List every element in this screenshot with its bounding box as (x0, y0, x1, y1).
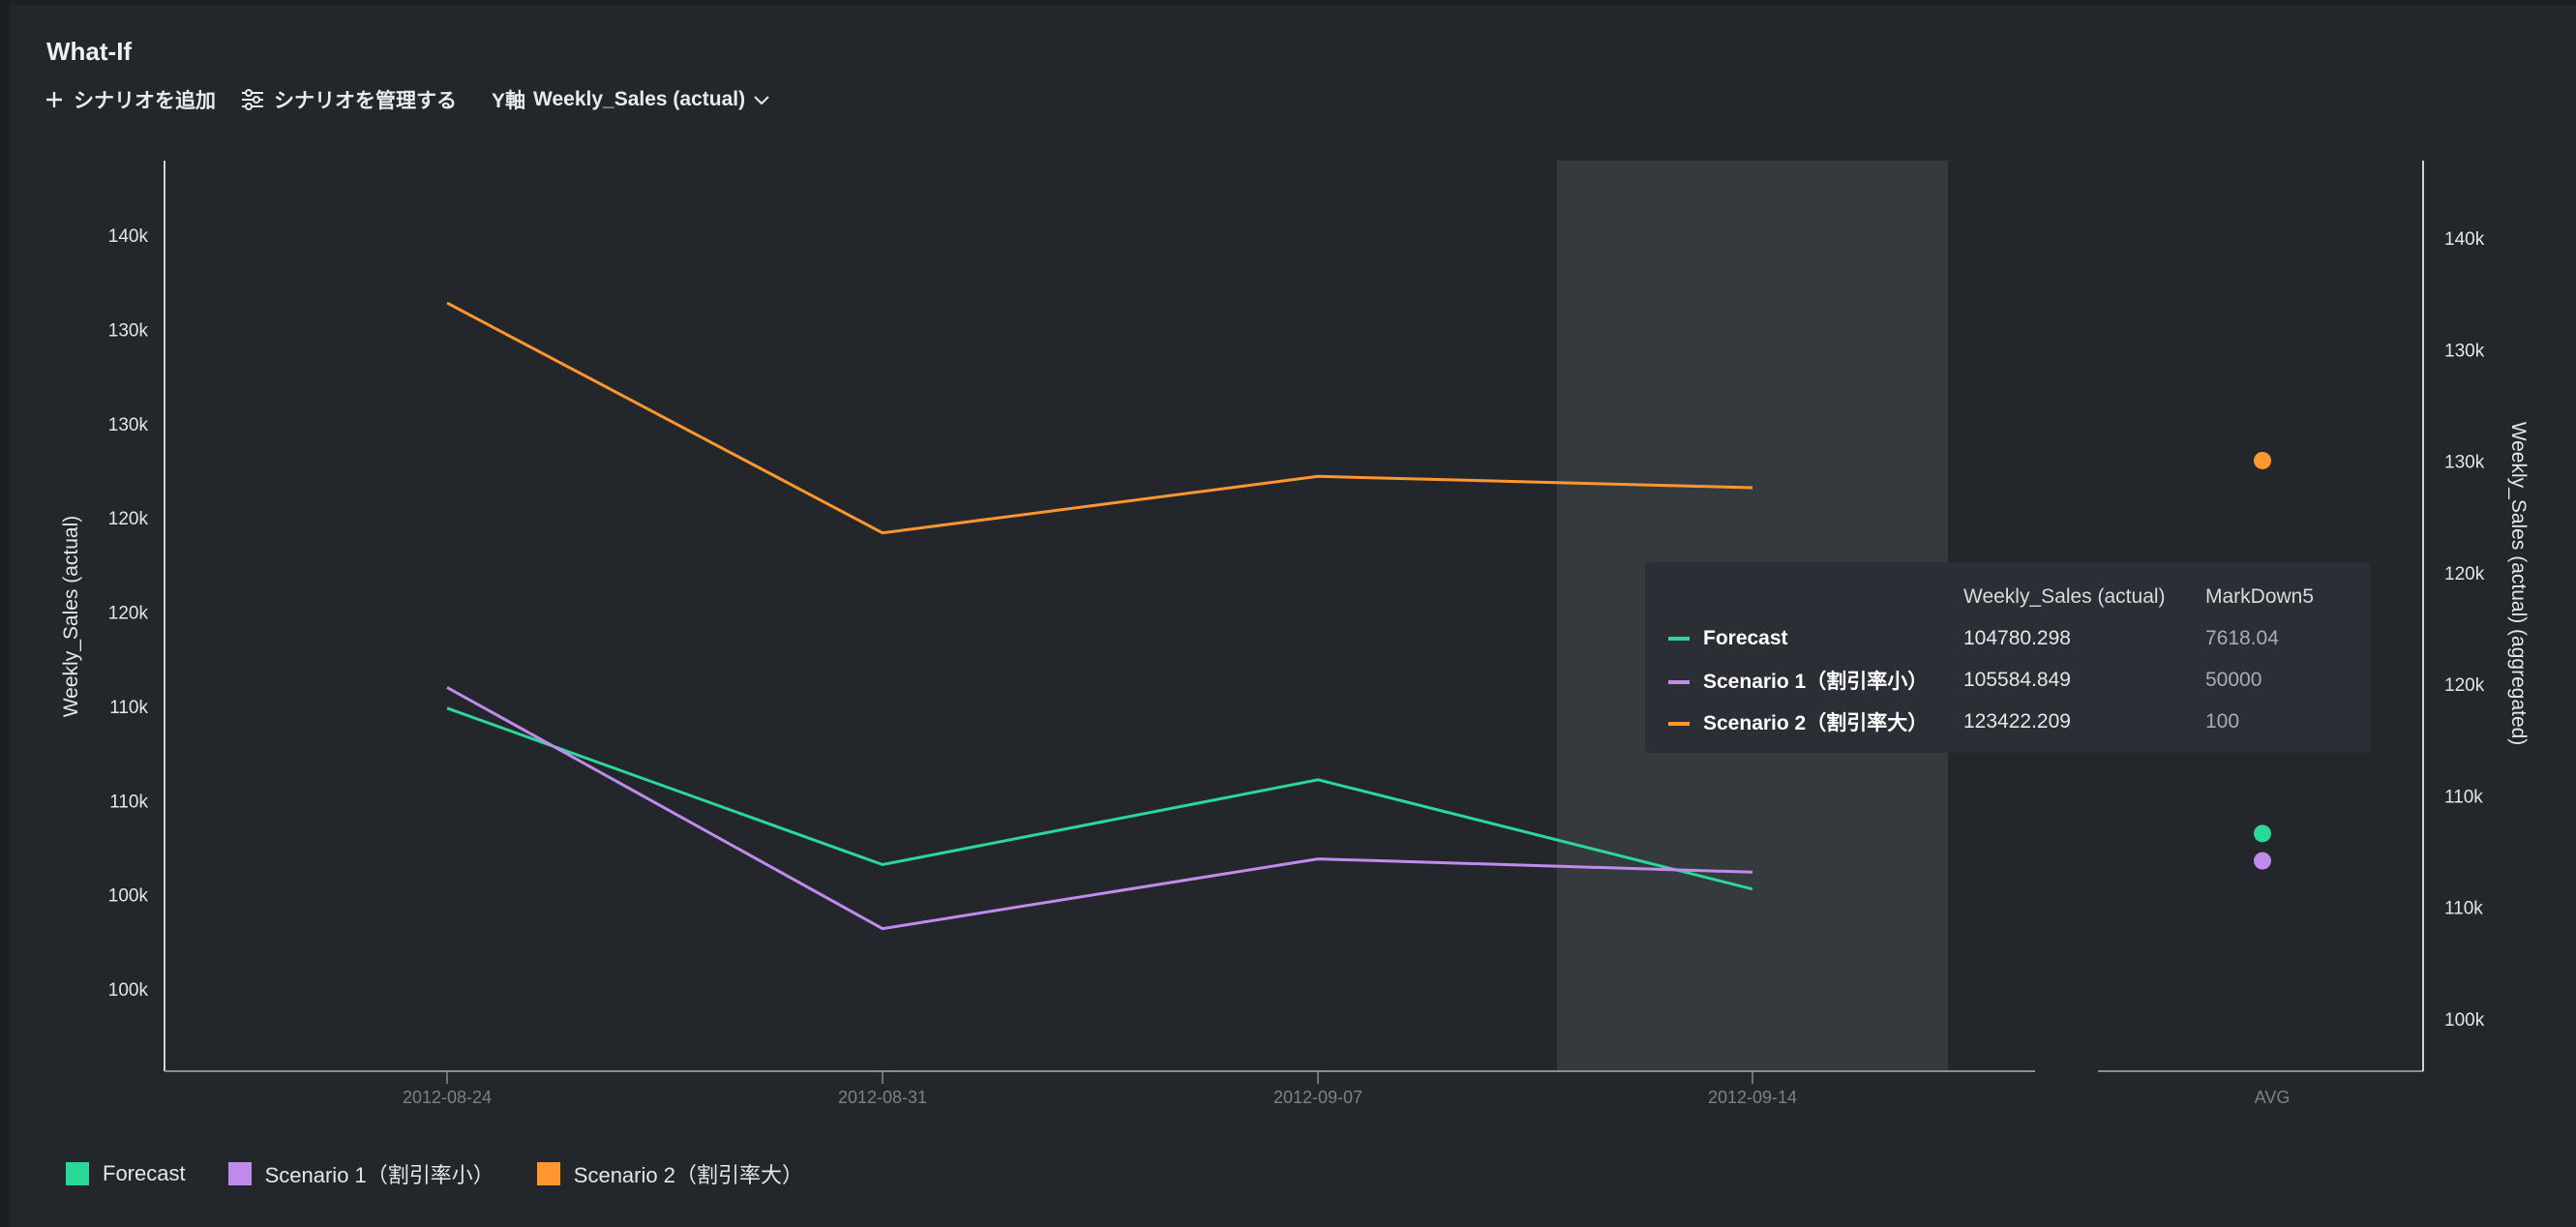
tooltip-series-name: Forecast (1703, 626, 1788, 649)
left-y-tick-label: 100k (108, 886, 149, 907)
legend-item-forecast[interactable]: Forecast (66, 1161, 186, 1186)
legend-swatch (227, 1162, 252, 1185)
tooltip-table: Weekly_Sales (actual) MarkDown5 Forecast… (1668, 576, 2314, 742)
left-y-tick-label: 140k (108, 226, 149, 247)
left-y-tick-label: 120k (108, 509, 149, 529)
x-tick-label: 2012-09-14 (1708, 1088, 1797, 1107)
left-y-tick-label: 110k (109, 698, 148, 718)
legend-label: Scenario 2（割引率大） (573, 1163, 803, 1187)
left-y-tick-label: 120k (108, 604, 149, 624)
tooltip-weekly-sales: 105584.849 (1963, 668, 2071, 691)
legend-label: Forecast (103, 1161, 186, 1185)
legend-item-scenario2[interactable]: Scenario 2（割引率大） (536, 1158, 803, 1189)
y-axis-value: Weekly_Sales (actual) (533, 88, 746, 110)
avg-point-scenario1[interactable] (2254, 852, 2271, 870)
right-y-tick-label: 100k (2444, 1010, 2485, 1031)
toolbar: シナリオを追加 シナリオを管理する Y軸 Weekly_Sales (actua… (45, 85, 770, 114)
tooltip-col-markdown5: MarkDown5 (2205, 584, 2315, 608)
add-scenario-button[interactable]: シナリオを追加 (45, 85, 216, 114)
left-y-axis-title: Weekly_Sales (actual) (60, 516, 82, 718)
scenario2-swatch (1668, 721, 1690, 726)
y-axis-select[interactable]: Y軸 Weekly_Sales (actual) (492, 85, 770, 114)
tooltip-weekly-sales: 104780.298 (1963, 626, 2071, 649)
right-y-tick-label: 140k (2444, 229, 2485, 250)
tooltip-row: Scenario 2（割引率大） 123422.209 100 (1668, 701, 2314, 742)
scenario1-swatch (1668, 679, 1690, 684)
chart-legend: Forecast Scenario 1（割引率小） Scenario 2（割引率… (66, 1158, 803, 1189)
tooltip-header-row: Weekly_Sales (actual) MarkDown5 (1668, 576, 2314, 617)
x-tick-label: 2012-08-31 (838, 1088, 927, 1107)
tooltip-series-name: Scenario 1（割引率小） (1703, 670, 1929, 693)
series-line-scenario2[interactable] (446, 301, 1753, 535)
legend-label: Scenario 1（割引率小） (264, 1163, 494, 1187)
tooltip-markdown5: 100 (2205, 709, 2240, 733)
left-y-tick-label: 110k (109, 792, 148, 812)
manage-scenarios-label: シナリオを管理する (274, 90, 457, 112)
left-y-tick-label: 130k (108, 320, 149, 341)
add-scenario-label: シナリオを追加 (74, 90, 216, 112)
left-y-tick-label: 130k (108, 415, 149, 435)
x-tick-label: 2012-09-07 (1273, 1088, 1363, 1107)
chevron-down-icon (754, 96, 769, 105)
avg-point-scenario2[interactable] (2254, 451, 2271, 469)
legend-item-scenario1[interactable]: Scenario 1（割引率小） (227, 1158, 494, 1189)
plus-icon (46, 92, 62, 107)
manage-scenarios-button[interactable]: シナリオを管理する (241, 85, 457, 114)
left-y-tick-label: 100k (108, 980, 149, 1001)
panel-title: What-If (46, 37, 133, 66)
right-y-tick-label: 110k (2444, 899, 2483, 919)
series-line-scenario1[interactable] (446, 686, 1753, 931)
series-line-forecast[interactable] (446, 706, 1753, 891)
right-y-tick-label: 130k (2444, 453, 2485, 473)
right-y-tick-label: 120k (2444, 564, 2485, 584)
right-y-axis-title: Weekly_Sales (actual) (aggregated) (2507, 422, 2530, 746)
x-tick-label-avg: AVG (2255, 1088, 2291, 1107)
avg-point-forecast[interactable] (2254, 824, 2271, 843)
forecast-swatch (1668, 636, 1690, 641)
legend-swatch (536, 1162, 560, 1185)
tooltip-col-weekly-sales: Weekly_Sales (actual) (1963, 584, 2166, 608)
tooltip-row: Forecast 104780.298 7618.04 (1668, 617, 2314, 659)
hover-tooltip: Weekly_Sales (actual) MarkDown5 Forecast… (1645, 562, 2371, 753)
right-y-tick-label: 110k (2444, 787, 2483, 807)
x-tick-label: 2012-08-24 (403, 1088, 492, 1107)
right-y-tick-label: 130k (2444, 341, 2485, 361)
tooltip-markdown5: 50000 (2205, 668, 2262, 691)
tooltip-markdown5: 7618.04 (2205, 626, 2279, 649)
legend-swatch (66, 1162, 89, 1185)
y-axis-prefix: Y軸 (492, 90, 526, 112)
tooltip-series-name: Scenario 2（割引率大） (1703, 711, 1929, 734)
sliders-icon (242, 89, 263, 110)
tooltip-weekly-sales: 123422.209 (1963, 709, 2071, 733)
right-y-tick-label: 120k (2444, 675, 2485, 696)
tooltip-row: Scenario 1（割引率小） 105584.849 50000 (1668, 659, 2314, 701)
